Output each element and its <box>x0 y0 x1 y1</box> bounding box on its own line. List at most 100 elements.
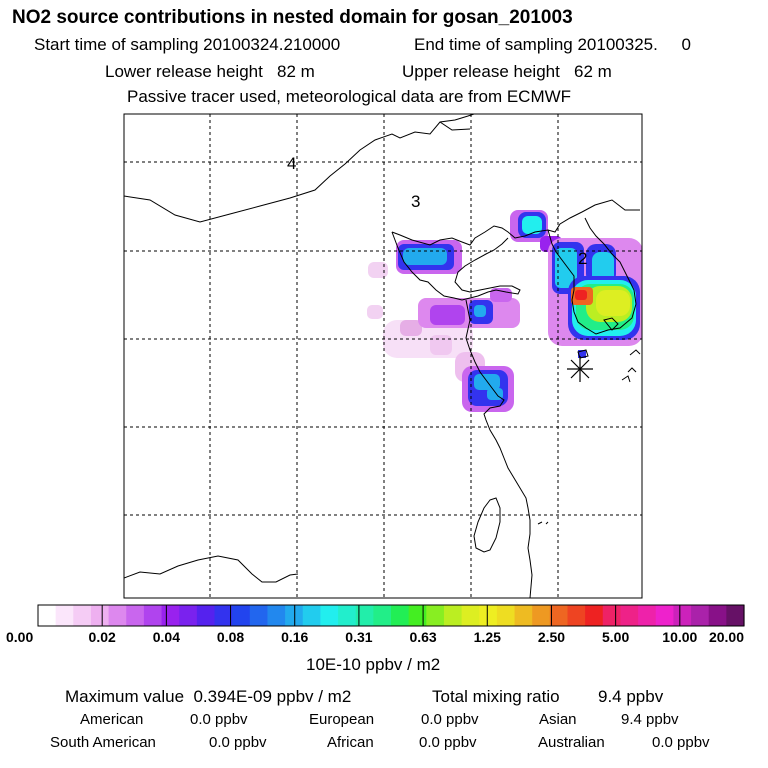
colorbar-segment <box>514 605 533 626</box>
source-asian-name: Asian <box>539 711 577 728</box>
colorbar-tick-label: 0.08 <box>216 629 245 645</box>
haze-w <box>367 305 383 319</box>
colorbar-segment <box>726 605 745 626</box>
colorbar-segment <box>196 605 216 626</box>
colorbar-segment <box>585 605 604 626</box>
colorbar-segment <box>38 605 57 626</box>
colorbar-segment <box>179 605 198 626</box>
receptor-star-icon <box>567 356 593 382</box>
colorbar-segment <box>302 605 321 626</box>
colorbar-tick-label: 10.00 <box>662 629 698 645</box>
coast-kyushu <box>621 349 641 383</box>
colorbar-segment <box>620 605 639 626</box>
region-label-2: 2 <box>578 249 587 268</box>
source-african-value: 0.0 ppbv <box>419 734 477 751</box>
colorbar-tick-label: 0.16 <box>281 629 309 645</box>
plume-shandong-core <box>474 305 486 317</box>
source-european-name: European <box>309 711 375 728</box>
source-asian-value: 9.4 ppbv <box>621 711 679 728</box>
haze-w2 <box>400 320 422 336</box>
colorbar-segment <box>108 605 127 626</box>
colorbar-tick-label: 0.00 <box>6 629 34 645</box>
plume-shandong-mid <box>430 305 465 325</box>
coast-korea-island <box>603 317 619 331</box>
colorbar-segment <box>338 605 357 626</box>
colorbar-tick-label: 2.50 <box>537 629 566 645</box>
colorbar-tick-label: 20.00 <box>708 629 744 645</box>
coast-islets <box>537 521 549 525</box>
concentration-field <box>367 210 642 412</box>
colorbar-segment <box>638 605 657 626</box>
plume-nkorea-core <box>522 216 542 234</box>
colorbar-segment <box>143 605 163 626</box>
colorbar-segment <box>426 605 445 626</box>
coast-taiwan <box>473 497 501 553</box>
sampling-end: End time of sampling 20100325. 0 <box>414 35 691 54</box>
colorbar-segment <box>232 605 251 626</box>
colorbar-segment <box>479 605 498 626</box>
source-american-value: 0.0 ppbv <box>190 711 248 728</box>
colorbar-tick-label: 0.02 <box>88 629 116 645</box>
tracer-note: Passive tracer used, meteorological data… <box>127 87 572 106</box>
colorbar-segment <box>408 605 427 626</box>
colorbar-segment <box>461 605 480 626</box>
plume-jeju <box>578 350 586 358</box>
colorbar-frame <box>37 604 745 627</box>
colorbar-segment <box>73 605 92 626</box>
source-american-name: American <box>80 711 144 728</box>
coast-shandong <box>391 231 521 301</box>
colorbar-segment <box>496 605 516 626</box>
border-mongolia <box>124 114 475 223</box>
haze-nw <box>368 262 388 278</box>
colorbar-tick-label: 0.04 <box>152 629 180 645</box>
region-label-3: 3 <box>411 192 420 211</box>
colorbar-segment <box>285 605 304 626</box>
colorbar-segment <box>267 605 286 626</box>
upper-release-height: Upper release height 62 m <box>402 62 612 81</box>
colorbar-unit-label: 10E-10 ppbv / m2 <box>306 655 441 674</box>
source-south-american-name: South American <box>50 734 156 751</box>
lower-release-height: Lower release height 82 m <box>105 62 315 81</box>
colorbar-segment <box>549 605 569 626</box>
max-value: Maximum value 0.394E-09 ppbv / m2 <box>65 687 352 706</box>
colorbar-segment <box>373 605 392 626</box>
colorbar-segment <box>249 605 269 626</box>
colorbar-segment <box>443 605 463 626</box>
chart-title: NO2 source contributions in nested domai… <box>12 7 573 28</box>
graticule <box>124 114 642 598</box>
colorbar-segment <box>673 605 692 626</box>
source-south-american-value: 0.0 ppbv <box>209 734 267 751</box>
colorbar-segment <box>320 605 339 626</box>
map-frame <box>123 113 643 599</box>
colorbar-segment <box>567 605 586 626</box>
sampling-start: Start time of sampling 20100324.210000 <box>34 35 341 54</box>
colorbar-segment <box>214 605 233 626</box>
colorbar-segment <box>532 605 551 626</box>
coast-bohai-north <box>391 199 640 246</box>
colorbar-tick-label: 0.31 <box>345 629 373 645</box>
source-african-name: African <box>327 734 374 751</box>
colorbar-segment <box>126 605 145 626</box>
plume-beijing-core <box>403 248 447 265</box>
colorbar-segment <box>355 605 374 626</box>
total-mixing-label: Total mixing ratio <box>432 687 560 706</box>
total-mixing-value: 9.4 ppbv <box>598 687 664 706</box>
colorbar-segment <box>55 605 74 626</box>
border-ne <box>439 121 471 131</box>
haze-w3 <box>430 335 452 355</box>
source-australian-name: Australian <box>538 734 605 751</box>
coastlines <box>124 114 641 598</box>
plume-shandong-tip <box>490 288 512 302</box>
colorbar-tick-label: 5.00 <box>602 629 630 645</box>
colorbar-segment <box>161 605 180 626</box>
coast-jeju <box>577 349 589 359</box>
plume-korea-hotspot-core <box>575 290 587 300</box>
coast-korea <box>547 217 637 335</box>
source-european-value: 0.0 ppbv <box>421 711 479 728</box>
colorbar-segment <box>602 605 622 626</box>
colorbar-segment <box>691 605 710 626</box>
colorbar-segment <box>708 605 727 626</box>
coast-east-china <box>465 299 533 598</box>
border-south <box>124 555 299 583</box>
